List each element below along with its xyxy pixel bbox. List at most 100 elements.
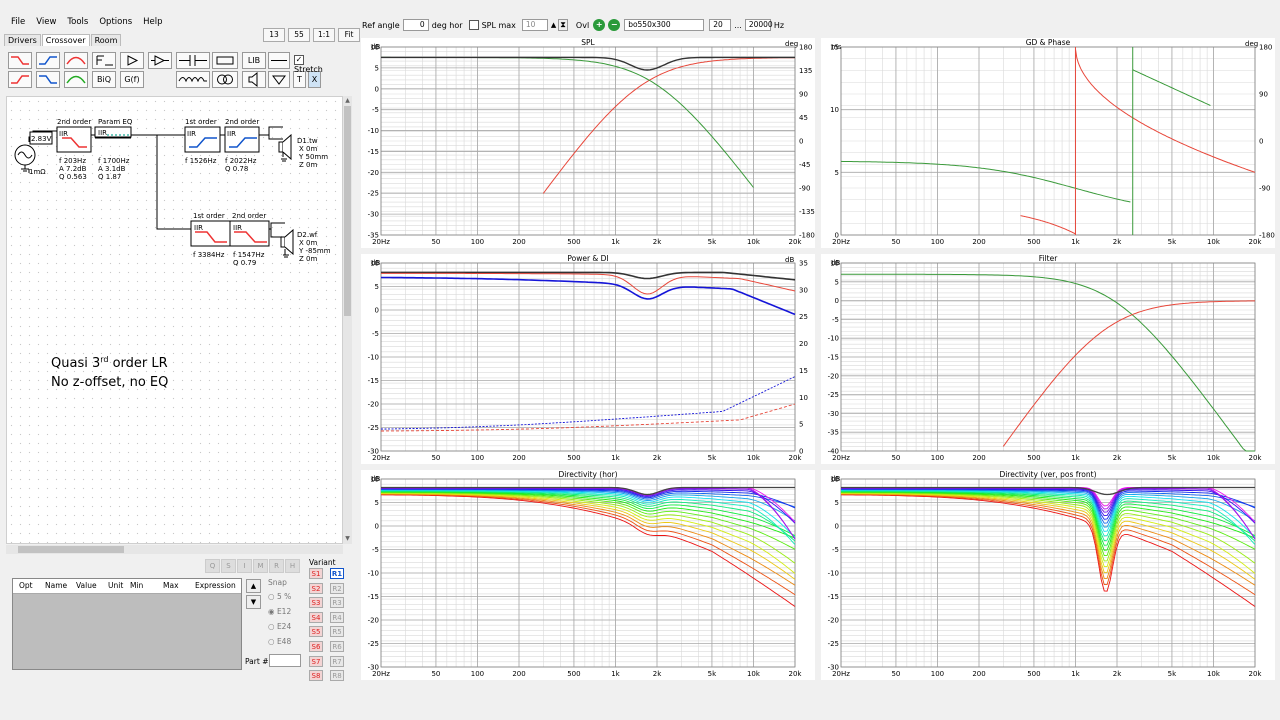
text-button[interactable]: T	[293, 71, 306, 88]
q-button[interactable]: Q	[205, 559, 220, 573]
variant-s8-button[interactable]: S8	[309, 670, 323, 682]
graph-power-di[interactable]: Power & DI dB dB 10 5 0 -5 -10 -15 -20 -25 -30 35 30 2…	[361, 254, 815, 464]
h-button[interactable]: H	[285, 559, 300, 573]
resistor-button[interactable]	[212, 52, 238, 69]
r-button[interactable]: R	[269, 559, 284, 573]
menu-help[interactable]: Help	[143, 17, 163, 27]
optimizer-table[interactable]: Opt Name Value Unit Min Max Expression	[12, 578, 242, 670]
add-overlay-icon[interactable]: +	[593, 19, 606, 31]
ground-button[interactable]	[268, 71, 290, 88]
scroll-up-icon[interactable]: ▲	[345, 97, 350, 104]
snap-label: Snap	[268, 578, 287, 587]
menu-options[interactable]: Options	[99, 17, 133, 27]
buffer-button[interactable]	[148, 52, 172, 69]
graph-directivity-hor[interactable]: Directivity (hor) dB 10 5 0 -5 -10 -15 -20 -25 -30…	[361, 470, 815, 680]
variant-r7-button[interactable]: R7	[330, 655, 344, 667]
inductor-icon	[178, 77, 207, 83]
graph-filter[interactable]: Filter dB 10 5 0 -5 -10 -15 -20 -25 -30 -35 -40 20Hz 5…	[821, 254, 1275, 464]
variant-s2-button[interactable]: S2	[309, 582, 323, 594]
spl-max-input[interactable]: 10	[521, 19, 548, 31]
lowpass-blue-button[interactable]	[36, 71, 60, 88]
power-xtick: 10k	[747, 454, 761, 462]
variant-r5-button[interactable]: R5	[330, 626, 344, 638]
transformer-button[interactable]	[212, 71, 238, 88]
move-up-icon[interactable]: ▲	[246, 579, 261, 593]
menu-file[interactable]: File	[11, 17, 26, 27]
gd-y2tick: 90	[1259, 91, 1268, 99]
zoom-13-button[interactable]: 13	[263, 28, 285, 42]
spl-ytick: 5	[375, 64, 379, 72]
overlay-file-input[interactable]: bo550x300	[624, 19, 705, 31]
menu-view[interactable]: View	[36, 17, 57, 27]
highpass-blue-button[interactable]	[36, 52, 60, 69]
spin-icon[interactable]: ▲	[550, 21, 557, 29]
gf-button[interactable]: G(f)	[120, 71, 144, 88]
library-button[interactable]: LIB	[242, 52, 266, 69]
variant-s7-button[interactable]: S7	[309, 655, 323, 667]
scroll-down-icon[interactable]: ▼	[345, 535, 350, 542]
variant-r2-button[interactable]: R2	[330, 582, 344, 594]
dirv-ytick: 5	[835, 499, 839, 507]
power-ytick: -15	[368, 377, 379, 385]
horizontal-scroll-thumb[interactable]	[18, 546, 124, 553]
tab-drivers[interactable]: Drivers	[4, 34, 41, 46]
snap-e24[interactable]: ○ E24	[268, 622, 292, 631]
directivity-curve	[841, 492, 1256, 564]
s-button[interactable]: S	[221, 559, 236, 573]
graph-gd-phase[interactable]: GD & Phase ms deg 15 10 5 0 180 90 0 -90 -180 20Hz 50…	[821, 38, 1275, 248]
variant-r4-button[interactable]: R4	[330, 611, 344, 623]
tab-crossover[interactable]: Crossover	[41, 34, 90, 46]
directivity-curve	[381, 491, 796, 537]
variant-r8-button[interactable]: R8	[330, 670, 344, 682]
graph-spl[interactable]: SPL dB deg 10 5 0 -5 -10 -15 -20 -25 -30 -35 180 135 90…	[361, 38, 815, 248]
snap-e12[interactable]: ◉ E12	[268, 607, 292, 616]
bandpass-red-button[interactable]	[64, 52, 88, 69]
spl-xtick: 2k	[653, 238, 662, 246]
tab-room[interactable]: Room	[90, 34, 122, 46]
delete-button[interactable]: X	[308, 71, 321, 88]
zoom-55-button[interactable]: 55	[288, 28, 310, 42]
tweeter-phase-curve	[1075, 49, 1256, 173]
move-down-icon[interactable]: ▼	[246, 595, 261, 609]
zoom-fit-button[interactable]: Fit	[338, 28, 360, 42]
m-button[interactable]: M	[253, 559, 268, 573]
variant-s3-button[interactable]: S3	[309, 597, 323, 609]
graph-directivity-ver[interactable]: Directivity (ver, pos front) dB 10 5 0 -5 -10-…	[821, 470, 1275, 680]
biquad-button[interactable]: BiQ	[92, 71, 116, 88]
highpass-red-button[interactable]	[8, 52, 32, 69]
zoom-1to1-button[interactable]: 1:1	[313, 28, 335, 42]
part-number-input[interactable]	[269, 654, 301, 667]
amplifier-button[interactable]	[120, 52, 144, 69]
fmax-input[interactable]: 20000	[744, 19, 773, 31]
horizontal-scrollbar[interactable]	[6, 545, 343, 554]
vertical-scrollbar[interactable]	[343, 96, 352, 544]
speaker-button[interactable]	[242, 71, 266, 88]
bandpass-green-button[interactable]	[64, 71, 88, 88]
remove-overlay-icon[interactable]: −	[608, 19, 621, 31]
block4-q: Q 0.78	[225, 165, 248, 173]
variant-s6-button[interactable]: S6	[309, 641, 323, 652]
menu-tools[interactable]: Tools	[67, 17, 89, 27]
spl-max-checkbox[interactable]	[468, 20, 479, 30]
snap-e48[interactable]: ○ E48	[268, 637, 292, 646]
variant-s4-button[interactable]: S4	[309, 611, 323, 623]
i-button[interactable]: I	[237, 559, 252, 573]
capacitor-button[interactable]	[176, 52, 210, 69]
variant-s1-button[interactable]: S1	[309, 568, 323, 579]
schematic-canvas[interactable]: 2.83V 1mΩ 2nd order IIR f 203Hz A 7.2dB …	[6, 96, 343, 544]
variant-r3-button[interactable]: R3	[330, 597, 344, 609]
variant-s5-button[interactable]: S5	[309, 626, 323, 638]
snap-5pct[interactable]: ○ 5 %	[268, 592, 292, 601]
vertical-scroll-thumb[interactable]	[344, 106, 351, 316]
ref-angle-input[interactable]: 0	[402, 19, 429, 31]
variant-r1-button[interactable]: R1	[330, 568, 344, 579]
allpass-button[interactable]	[92, 52, 116, 69]
variant-r6-button[interactable]: R6	[330, 641, 344, 652]
wire-button[interactable]	[268, 52, 290, 69]
dirh-ytick: 0	[375, 523, 379, 531]
swap-icon[interactable]: ⧗	[558, 19, 568, 31]
lowpass-red2-button[interactable]	[8, 71, 32, 88]
fmin-input[interactable]: 20	[709, 19, 732, 31]
inductor-button[interactable]	[176, 71, 210, 88]
stretch-checkbox[interactable]: ✓ Stretch	[294, 55, 323, 74]
